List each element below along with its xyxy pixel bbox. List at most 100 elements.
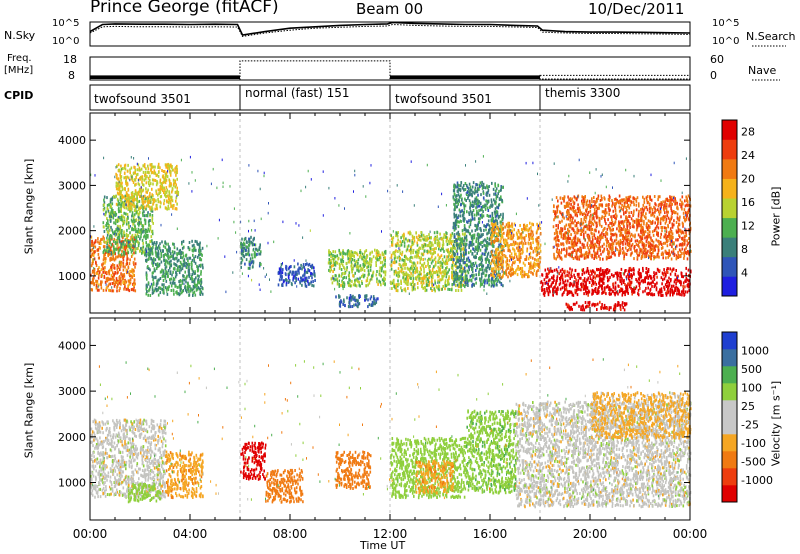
data-cell <box>131 191 134 195</box>
data-cell <box>422 233 425 237</box>
data-cell <box>455 201 458 205</box>
data-cell <box>476 212 478 216</box>
data-cell <box>302 278 304 282</box>
data-cell <box>430 236 432 240</box>
data-cell <box>491 181 493 185</box>
data-cell <box>199 290 202 294</box>
data-cell <box>528 238 531 241</box>
data-cell <box>501 235 504 239</box>
data-cell <box>165 270 167 274</box>
data-cell <box>390 263 393 267</box>
data-cell <box>147 243 149 247</box>
data-cell <box>139 206 141 210</box>
data-cell <box>487 223 489 227</box>
data-cell <box>431 252 434 256</box>
data-cell <box>498 198 501 201</box>
data-cell <box>115 184 118 188</box>
data-cell <box>120 260 123 264</box>
data-cell <box>167 254 170 258</box>
data-cell <box>140 167 143 171</box>
data-cell <box>403 279 405 283</box>
data-cell <box>517 266 520 269</box>
data-cell <box>200 272 202 276</box>
data-cell <box>412 269 415 273</box>
data-cell <box>287 276 290 280</box>
data-cell <box>509 234 512 238</box>
data-cell <box>100 286 103 290</box>
data-cell <box>400 236 402 240</box>
data-cell <box>666 270 668 274</box>
data-cell <box>469 243 471 247</box>
data-cell <box>124 285 126 289</box>
data-cell <box>168 164 171 168</box>
data-cell <box>260 262 262 266</box>
data-cell <box>529 245 532 249</box>
data-cell <box>472 247 474 251</box>
data-cell <box>494 192 497 196</box>
data-cell <box>392 279 394 283</box>
data-cell <box>447 270 449 274</box>
data-cell <box>430 244 432 248</box>
data-cell <box>438 242 441 246</box>
data-cell <box>279 268 282 272</box>
data-cell <box>494 228 497 232</box>
data-cell <box>395 289 398 292</box>
data-cell <box>116 226 119 230</box>
data-cell <box>645 276 648 280</box>
data-cell <box>512 240 515 244</box>
data-cell <box>311 272 314 276</box>
data-cell <box>168 179 171 183</box>
data-cell <box>469 220 472 224</box>
data-cell <box>665 293 668 297</box>
data-cell <box>333 267 336 271</box>
data-cell <box>135 227 137 231</box>
data-cell <box>488 267 491 271</box>
data-cell <box>401 267 404 271</box>
data-cell <box>467 256 470 260</box>
data-cell <box>104 253 106 257</box>
data-cell <box>480 261 483 264</box>
data-cell <box>486 223 488 227</box>
data-cell <box>247 249 250 253</box>
data-cell <box>442 242 445 246</box>
data-cell <box>153 276 155 280</box>
data-cell <box>502 263 504 267</box>
data-cell <box>162 249 164 253</box>
data-cell <box>425 288 428 292</box>
data-cell <box>160 187 163 191</box>
data-cell <box>121 194 123 198</box>
data-cell <box>580 288 582 292</box>
data-cell <box>296 272 298 276</box>
data-cell <box>128 225 131 229</box>
data-cell <box>448 253 450 257</box>
data-cell <box>123 211 125 215</box>
data-cell <box>498 215 501 218</box>
data-cell <box>495 239 498 242</box>
data-cell <box>119 184 122 188</box>
data-cell <box>312 284 315 288</box>
data-cell <box>521 274 523 278</box>
data-cell <box>104 261 106 265</box>
data-cell <box>634 287 637 291</box>
data-cell <box>437 265 439 269</box>
data-cell <box>504 242 506 246</box>
data-cell <box>455 241 458 245</box>
data-cell <box>288 279 291 283</box>
data-cell <box>107 284 109 288</box>
data-cell <box>357 279 359 283</box>
data-cell <box>146 190 148 194</box>
data-cell <box>192 253 194 257</box>
data-cell <box>466 210 468 214</box>
data-cell <box>459 214 462 218</box>
data-cell <box>597 268 600 271</box>
data-cell <box>499 241 502 245</box>
data-cell <box>441 277 444 281</box>
data-cell <box>568 271 570 275</box>
data-cell <box>390 253 393 257</box>
data-cell <box>130 250 133 254</box>
data-cell <box>155 173 158 177</box>
data-cell <box>149 253 151 257</box>
data-cell <box>141 177 144 181</box>
data-cell <box>122 201 125 205</box>
data-cell <box>494 219 497 223</box>
